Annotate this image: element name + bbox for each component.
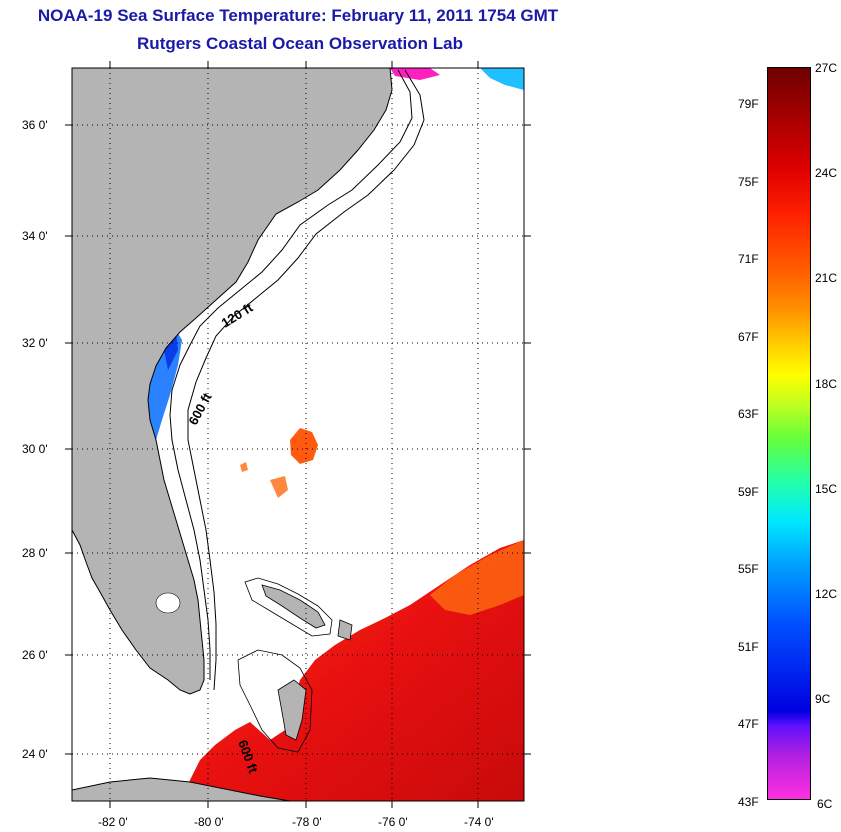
land-mainland [72,68,393,695]
axis-ticks [65,61,531,808]
cold-patch-north [390,68,440,80]
colorbar-f-label: 63F [738,407,759,421]
lat-label: 26 0' [22,648,48,662]
contour-bahamas [244,577,333,637]
lat-label: 24 0' [22,747,48,761]
colorbar-f-label: 51F [738,640,759,654]
colorbar [767,67,811,800]
warm-speck [270,476,288,498]
bahamas-island [337,619,353,641]
lon-label: -76 0' [378,815,408,829]
warm-patch-30n [290,428,318,464]
colorbar-c-label: 6C [817,797,833,811]
colorbar-f-label: 71F [738,252,759,266]
colorbar-c-label: 24C [815,166,838,180]
warm-speck [240,462,248,472]
lat-label: 30 0' [22,442,48,456]
contour-600ft [187,69,425,691]
map-subtitle: Rutgers Coastal Ocean Observation Lab [137,34,463,53]
lat-label: 32 0' [22,336,48,350]
cool-patch-north [480,68,524,90]
contour-120ft [169,69,413,680]
lon-label: -82 0' [98,815,128,829]
lon-label: -80 0' [194,815,224,829]
colorbar-c-label: 21C [815,271,838,285]
colorbar-f-label: 59F [738,485,759,499]
map-frame [71,67,525,802]
warm-water-orange [430,540,524,615]
colorbar-c-label: 27C [815,61,838,75]
colorbar-c-label: 12C [815,587,838,601]
lat-label: 34 0' [22,229,48,243]
warm-water-region [180,540,524,801]
lon-label: -74 0' [464,815,494,829]
lon-label: -78 0' [292,815,322,829]
lake-okeechobee [155,592,181,614]
map-title: NOAA-19 Sea Surface Temperature: Februar… [37,6,559,25]
contour-bahamas [237,649,313,753]
land-cuba [72,777,291,801]
lat-label: 36 0' [22,118,48,132]
graticule [72,68,524,801]
lat-label: 28 0' [22,546,48,560]
colorbar-f-label: 79F [738,97,759,111]
colorbar-c-label: 18C [815,377,838,391]
colorbar-c-label: 9C [815,692,831,706]
colorbar-f-label: 75F [738,175,759,189]
colorbar-f-label: 55F [738,562,759,576]
colorbar-f-label: 43F [738,795,759,809]
colorbar-f-label: 67F [738,330,759,344]
bahamas-island [277,679,307,741]
bahamas-island [261,584,326,629]
colorbar-f-label: 47F [738,717,759,731]
colorbar-c-label: 15C [815,482,838,496]
